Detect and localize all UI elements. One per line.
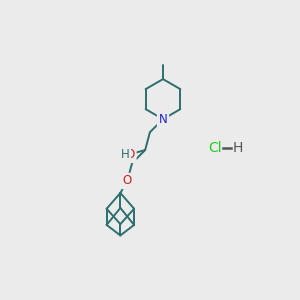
Text: N: N — [159, 113, 167, 126]
Text: H: H — [121, 148, 129, 161]
Text: O: O — [123, 175, 132, 188]
Text: H: H — [232, 141, 243, 155]
Text: Cl: Cl — [208, 141, 222, 155]
Text: O: O — [126, 148, 135, 161]
